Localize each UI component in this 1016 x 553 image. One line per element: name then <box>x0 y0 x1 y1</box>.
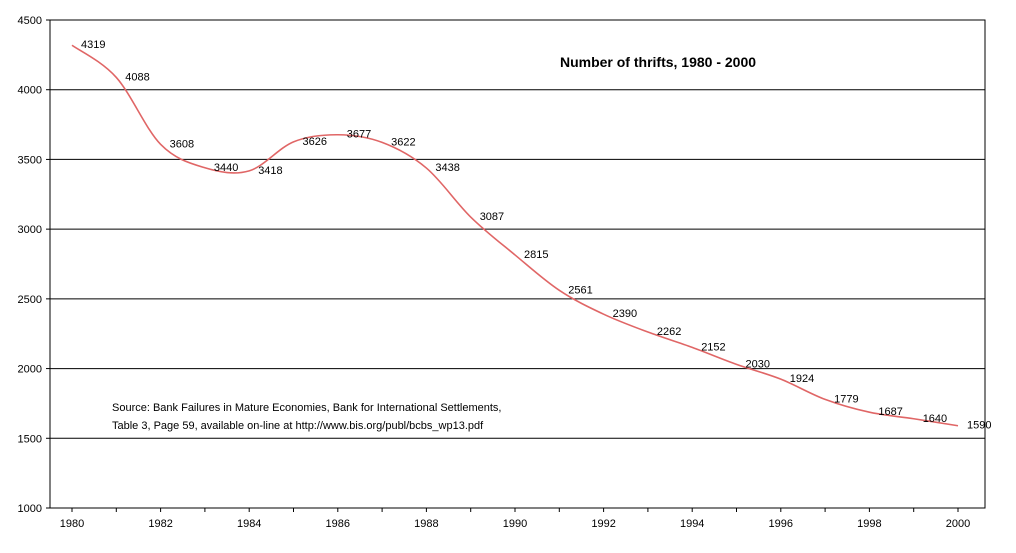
x-tick-label: 1992 <box>591 518 615 530</box>
x-tick-label: 1982 <box>148 518 172 530</box>
data-label-1980: 4319 <box>81 39 105 51</box>
x-tick-label: 2000 <box>946 518 970 530</box>
data-label-1991: 2561 <box>568 284 592 296</box>
y-tick-label: 1000 <box>18 503 42 515</box>
x-tick-label: 1994 <box>680 518 704 530</box>
data-label-1986: 3677 <box>347 129 371 141</box>
x-tick-label: 1996 <box>769 518 793 530</box>
source-note-line-1: Source: Bank Failures in Mature Economie… <box>112 402 501 414</box>
axes <box>46 19 986 512</box>
y-tick-label: 2500 <box>18 294 42 306</box>
data-label-1984: 3418 <box>258 165 282 177</box>
x-tick-label: 1990 <box>503 518 527 530</box>
y-tick-label: 2000 <box>18 364 42 376</box>
x-tick-labels: 1980 1982 1984 1986 1988 1990 1992 1994 1996 1998… <box>60 518 970 530</box>
series-line <box>71 44 959 427</box>
plot-area-border <box>49 19 986 509</box>
grid-lines <box>50 19 985 439</box>
data-label-1983: 3440 <box>214 162 238 174</box>
data-label-1985: 3626 <box>303 136 327 148</box>
data-labels: 4319 4088 3608 3440 3418 3626 3677 3622 3438 3087… <box>81 39 991 432</box>
data-label-1999: 1640 <box>923 413 947 425</box>
source-note-line-2: Table 3, Page 59, available on-line at h… <box>112 420 484 432</box>
y-tick-label: 3000 <box>18 224 42 236</box>
y-tick-label: 4000 <box>18 85 42 97</box>
data-label-1988: 3438 <box>435 162 459 174</box>
y-tick-labels: 1000 1500 2000 2500 3000 3500 4000 4500 <box>18 15 42 515</box>
series-thrifts <box>71 44 959 427</box>
y-tick-label: 3500 <box>18 154 42 166</box>
x-tick-label: 1998 <box>857 518 881 530</box>
data-label-1982: 3608 <box>170 138 194 150</box>
x-tick-label: 1980 <box>60 518 84 530</box>
data-label-1987: 3622 <box>391 136 415 148</box>
y-tick-label: 4500 <box>18 15 42 27</box>
data-label-2000: 1590 <box>967 420 991 432</box>
x-tick-label: 1984 <box>237 518 261 530</box>
data-label-1995: 2030 <box>746 358 770 370</box>
data-label-1997: 1779 <box>834 393 858 405</box>
data-label-1990: 2815 <box>524 249 548 261</box>
chart-title: Number of thrifts, 1980 - 2000 <box>560 54 756 70</box>
y-tick-label: 1500 <box>18 433 42 445</box>
data-label-1996: 1924 <box>790 373 814 385</box>
data-label-1994: 2152 <box>701 341 725 353</box>
data-label-1992: 2390 <box>613 308 637 320</box>
data-label-1998: 1687 <box>878 406 902 418</box>
data-label-1993: 2262 <box>657 326 681 338</box>
data-label-1981: 4088 <box>125 71 149 83</box>
x-tick-label: 1988 <box>414 518 438 530</box>
data-label-1989: 3087 <box>480 211 504 223</box>
x-tick-label: 1986 <box>326 518 350 530</box>
